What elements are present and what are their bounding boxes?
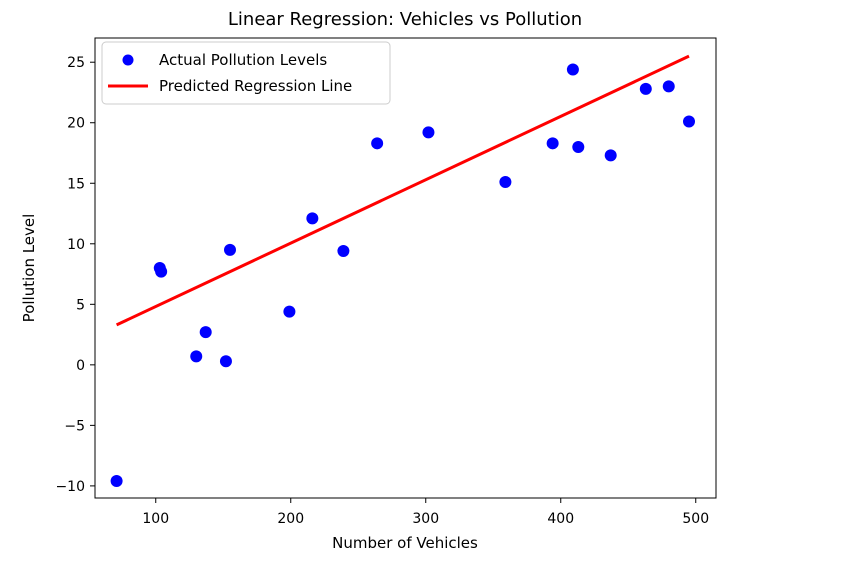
chart-title: Linear Regression: Vehicles vs Pollution — [228, 9, 582, 30]
scatter-point — [306, 212, 319, 225]
y-tick-label: 0 — [76, 358, 85, 374]
y-tick-label: 20 — [67, 116, 85, 132]
x-tick-label: 300 — [412, 511, 439, 527]
scatter-point — [499, 176, 512, 189]
scatter-point — [283, 305, 296, 318]
legend-box — [101, 41, 391, 105]
scatter-point — [639, 82, 652, 95]
y-axis-label: Pollution Level — [20, 214, 38, 323]
x-tick-label: 100 — [142, 511, 169, 527]
scatter-point — [337, 245, 350, 258]
scatter-point — [224, 243, 236, 256]
scatter-point — [604, 149, 617, 162]
scatter-point — [572, 140, 585, 153]
legend: Actual Pollution Levels Predicted Regres… — [101, 41, 391, 105]
legend-label-predicted: Predicted Regression Line — [159, 77, 352, 95]
scatter-point — [371, 137, 384, 150]
legend-label-actual: Actual Pollution Levels — [159, 51, 327, 69]
y-tick-label: 10 — [67, 237, 85, 253]
y-tick-label: 25 — [67, 55, 85, 71]
x-axis: 100 200 300 400 500 — [142, 498, 709, 527]
legend-scatter-marker — [122, 54, 134, 66]
scatter-point — [546, 137, 559, 150]
x-axis-label: Number of Vehicles — [332, 534, 478, 552]
y-axis: −10 −5 0 5 10 15 20 25 — [55, 55, 95, 495]
plot-layer — [110, 54, 695, 488]
y-tick-label: −10 — [55, 479, 85, 495]
scatter-point — [662, 80, 675, 93]
scatter-point — [422, 126, 435, 139]
scatter-point — [155, 265, 168, 278]
x-tick-label: 500 — [682, 511, 709, 527]
x-tick-label: 400 — [547, 511, 574, 527]
y-tick-label: 15 — [67, 176, 85, 192]
plot-area-frame — [94, 37, 717, 499]
x-tick-label: 200 — [277, 511, 304, 527]
scatter-point — [566, 63, 579, 76]
y-tick-label: −5 — [64, 418, 85, 434]
scatter-point — [190, 350, 203, 363]
y-tick-label: 5 — [76, 297, 85, 313]
scatter-point — [683, 115, 695, 128]
scatter-point — [199, 326, 212, 339]
regression-line — [115, 54, 690, 327]
scatter-point — [219, 355, 232, 368]
scatter-point — [110, 475, 123, 488]
